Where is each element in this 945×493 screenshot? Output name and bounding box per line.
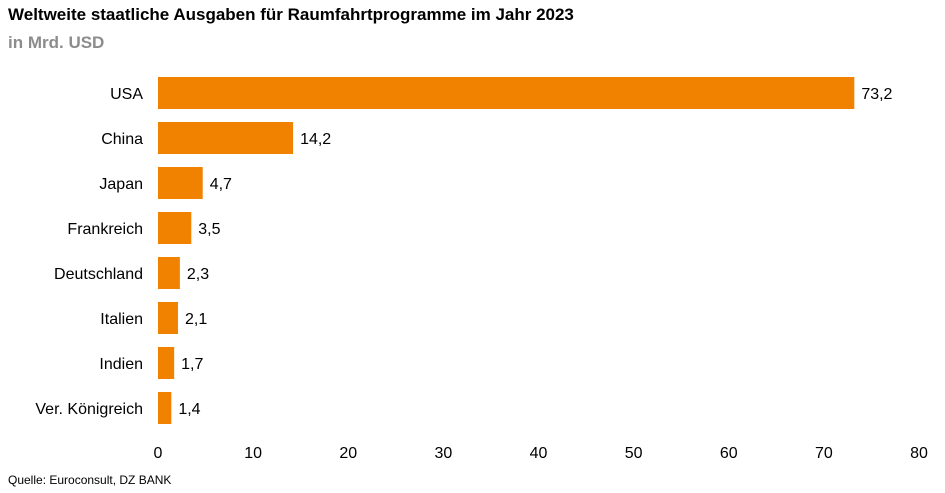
x-tick-label-5: 50 bbox=[625, 445, 643, 462]
x-tick-label-6: 60 bbox=[720, 445, 738, 462]
bar-7 bbox=[158, 392, 172, 424]
x-tick-label-1: 10 bbox=[244, 445, 262, 462]
bar-4 bbox=[158, 257, 180, 289]
bar-5 bbox=[158, 302, 178, 334]
value-label-1: 14,2 bbox=[300, 131, 331, 148]
value-label-3: 3,5 bbox=[198, 221, 220, 238]
value-label-4: 2,3 bbox=[187, 266, 209, 283]
chart-title: Weltweite staatliche Ausgaben für Raumfa… bbox=[8, 5, 574, 24]
category-label-6: Indien bbox=[99, 356, 143, 373]
x-tick-label-3: 30 bbox=[434, 445, 452, 462]
category-label-2: Japan bbox=[99, 176, 143, 193]
bar-1 bbox=[158, 122, 294, 154]
category-label-5: Italien bbox=[100, 311, 143, 328]
value-label-0: 73,2 bbox=[861, 86, 892, 103]
bar-2 bbox=[158, 167, 203, 199]
category-label-4: Deutschland bbox=[54, 266, 143, 283]
x-tick-label-2: 20 bbox=[339, 445, 357, 462]
x-tick-label-4: 40 bbox=[530, 445, 548, 462]
category-label-1: China bbox=[101, 131, 143, 148]
value-label-5: 2,1 bbox=[185, 311, 207, 328]
source-note: Quelle: Euroconsult, DZ BANK bbox=[8, 473, 172, 487]
x-tick-label-7: 70 bbox=[815, 445, 833, 462]
category-label-3: Frankreich bbox=[67, 221, 143, 238]
bar-3 bbox=[158, 212, 192, 244]
chart-subtitle: in Mrd. USD bbox=[8, 33, 105, 52]
value-label-6: 1,7 bbox=[181, 356, 203, 373]
x-tick-label-8: 80 bbox=[910, 445, 928, 462]
value-label-2: 4,7 bbox=[210, 176, 232, 193]
x-tick-label-0: 0 bbox=[154, 445, 163, 462]
category-label-7: Ver. Königreich bbox=[35, 401, 143, 418]
bar-6 bbox=[158, 347, 175, 379]
category-label-0: USA bbox=[110, 86, 143, 103]
value-label-7: 1,4 bbox=[178, 401, 200, 418]
bar-0 bbox=[158, 77, 855, 109]
